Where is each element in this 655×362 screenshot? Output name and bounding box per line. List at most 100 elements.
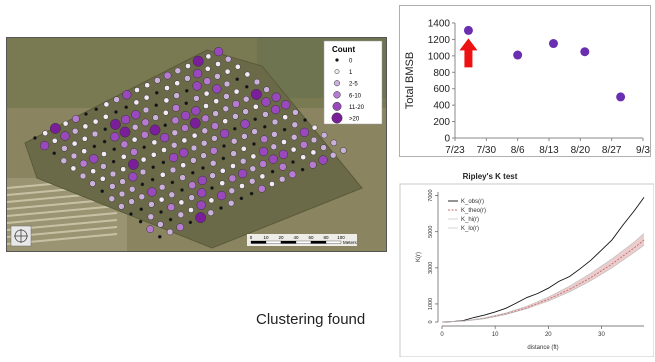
tree-marker <box>203 77 212 86</box>
tree-marker <box>119 178 126 185</box>
tree-marker <box>242 95 250 103</box>
tree-marker <box>259 173 266 180</box>
tree-marker <box>110 132 120 142</box>
ripley-legend: K_obs(r) K_theo(r) K_hi(r) K_lo(r) <box>448 199 486 232</box>
ripley-x-tick-label: 20 <box>545 332 552 338</box>
tree-marker <box>120 114 131 125</box>
tree-marker <box>84 112 88 116</box>
ripley-y-tick-label: 1000 <box>428 298 434 310</box>
tree-marker <box>230 163 236 169</box>
tree-marker <box>174 67 182 75</box>
tree-marker <box>163 123 168 128</box>
data-point <box>580 47 590 57</box>
tree-marker <box>152 114 159 121</box>
scale-segment <box>280 240 297 244</box>
tree-marker <box>92 118 99 125</box>
tree-marker <box>170 141 178 149</box>
tree-marker <box>213 46 224 57</box>
tree-marker <box>33 136 37 140</box>
tree-marker <box>166 228 174 236</box>
scale-unit: Meters <box>343 240 358 245</box>
tree-marker <box>300 167 305 172</box>
tree-marker <box>192 81 202 91</box>
tree-marker <box>219 167 226 174</box>
tree-marker <box>224 68 231 75</box>
tree-marker <box>42 130 49 137</box>
tree-marker <box>90 168 97 175</box>
tree-marker <box>230 137 238 145</box>
tree-marker <box>129 212 133 216</box>
x-tick-label: 8/13 <box>539 145 559 156</box>
tree-marker <box>201 166 205 170</box>
tree-marker <box>223 80 231 88</box>
tree-marker <box>70 165 77 172</box>
tree-marker <box>148 201 155 208</box>
x-tick-label: 7/23 <box>445 145 465 156</box>
tree-marker <box>244 71 251 78</box>
tree-marker <box>330 139 338 147</box>
tree-marker <box>71 114 80 123</box>
ripley-series-line <box>441 233 645 323</box>
tree-marker <box>99 175 106 182</box>
tree-marker <box>300 154 307 161</box>
tree-marker <box>219 128 230 139</box>
tree-marker <box>91 130 99 138</box>
tree-marker <box>234 63 241 70</box>
tree-marker <box>240 119 250 129</box>
tree-marker <box>120 166 127 173</box>
tree-marker <box>195 212 207 224</box>
tree-marker <box>146 225 155 234</box>
tree-marker <box>61 145 68 152</box>
tree-marker <box>193 95 200 102</box>
tree-marker <box>204 65 211 72</box>
x-tick-label: 9/3 <box>636 145 650 156</box>
tree-marker <box>249 191 254 196</box>
field-stripe <box>7 212 118 224</box>
tree-marker <box>181 124 189 132</box>
y-axis-label: Total BMSB <box>404 52 416 109</box>
tree-marker <box>159 171 166 178</box>
tree-marker <box>192 68 203 79</box>
tree-marker <box>222 105 230 113</box>
data-point <box>548 39 558 49</box>
tree-marker <box>60 131 70 141</box>
scale-segment <box>295 240 312 244</box>
data-point <box>616 92 626 102</box>
tree-marker <box>139 168 147 176</box>
tree-marker <box>252 103 259 110</box>
tree-marker <box>158 196 165 203</box>
tree-marker <box>258 146 269 157</box>
tree-marker <box>124 105 129 110</box>
tree-marker <box>190 170 195 175</box>
tree-marker <box>158 183 166 191</box>
ripley-series-line <box>441 197 645 323</box>
scale-tick-label: 100 <box>337 235 345 240</box>
tree-marker <box>244 84 249 89</box>
tree-marker <box>191 132 198 139</box>
tree-marker <box>180 110 191 121</box>
tree-marker <box>228 174 237 183</box>
tree-marker <box>159 132 170 143</box>
legend-label: 0 <box>349 59 353 65</box>
tree-marker <box>203 90 210 97</box>
tree-marker <box>170 180 175 185</box>
tree-marker <box>320 131 328 139</box>
legend-label: 2-5 <box>349 82 358 88</box>
tree-marker <box>278 149 289 160</box>
tree-marker <box>128 172 138 182</box>
tree-marker <box>213 98 220 105</box>
tree-marker <box>157 221 164 228</box>
tree-marker <box>112 147 117 152</box>
tree-marker <box>131 110 141 120</box>
tree-marker <box>219 206 223 210</box>
tree-marker <box>128 185 136 193</box>
tree-marker <box>271 131 278 138</box>
tree-marker <box>190 157 197 164</box>
tree-marker <box>197 188 207 198</box>
tree-marker <box>224 55 232 63</box>
tree-marker <box>248 177 256 185</box>
tree-marker <box>252 142 256 146</box>
tree-marker <box>81 148 88 155</box>
tree-marker <box>120 140 129 149</box>
tree-marker <box>171 129 179 137</box>
